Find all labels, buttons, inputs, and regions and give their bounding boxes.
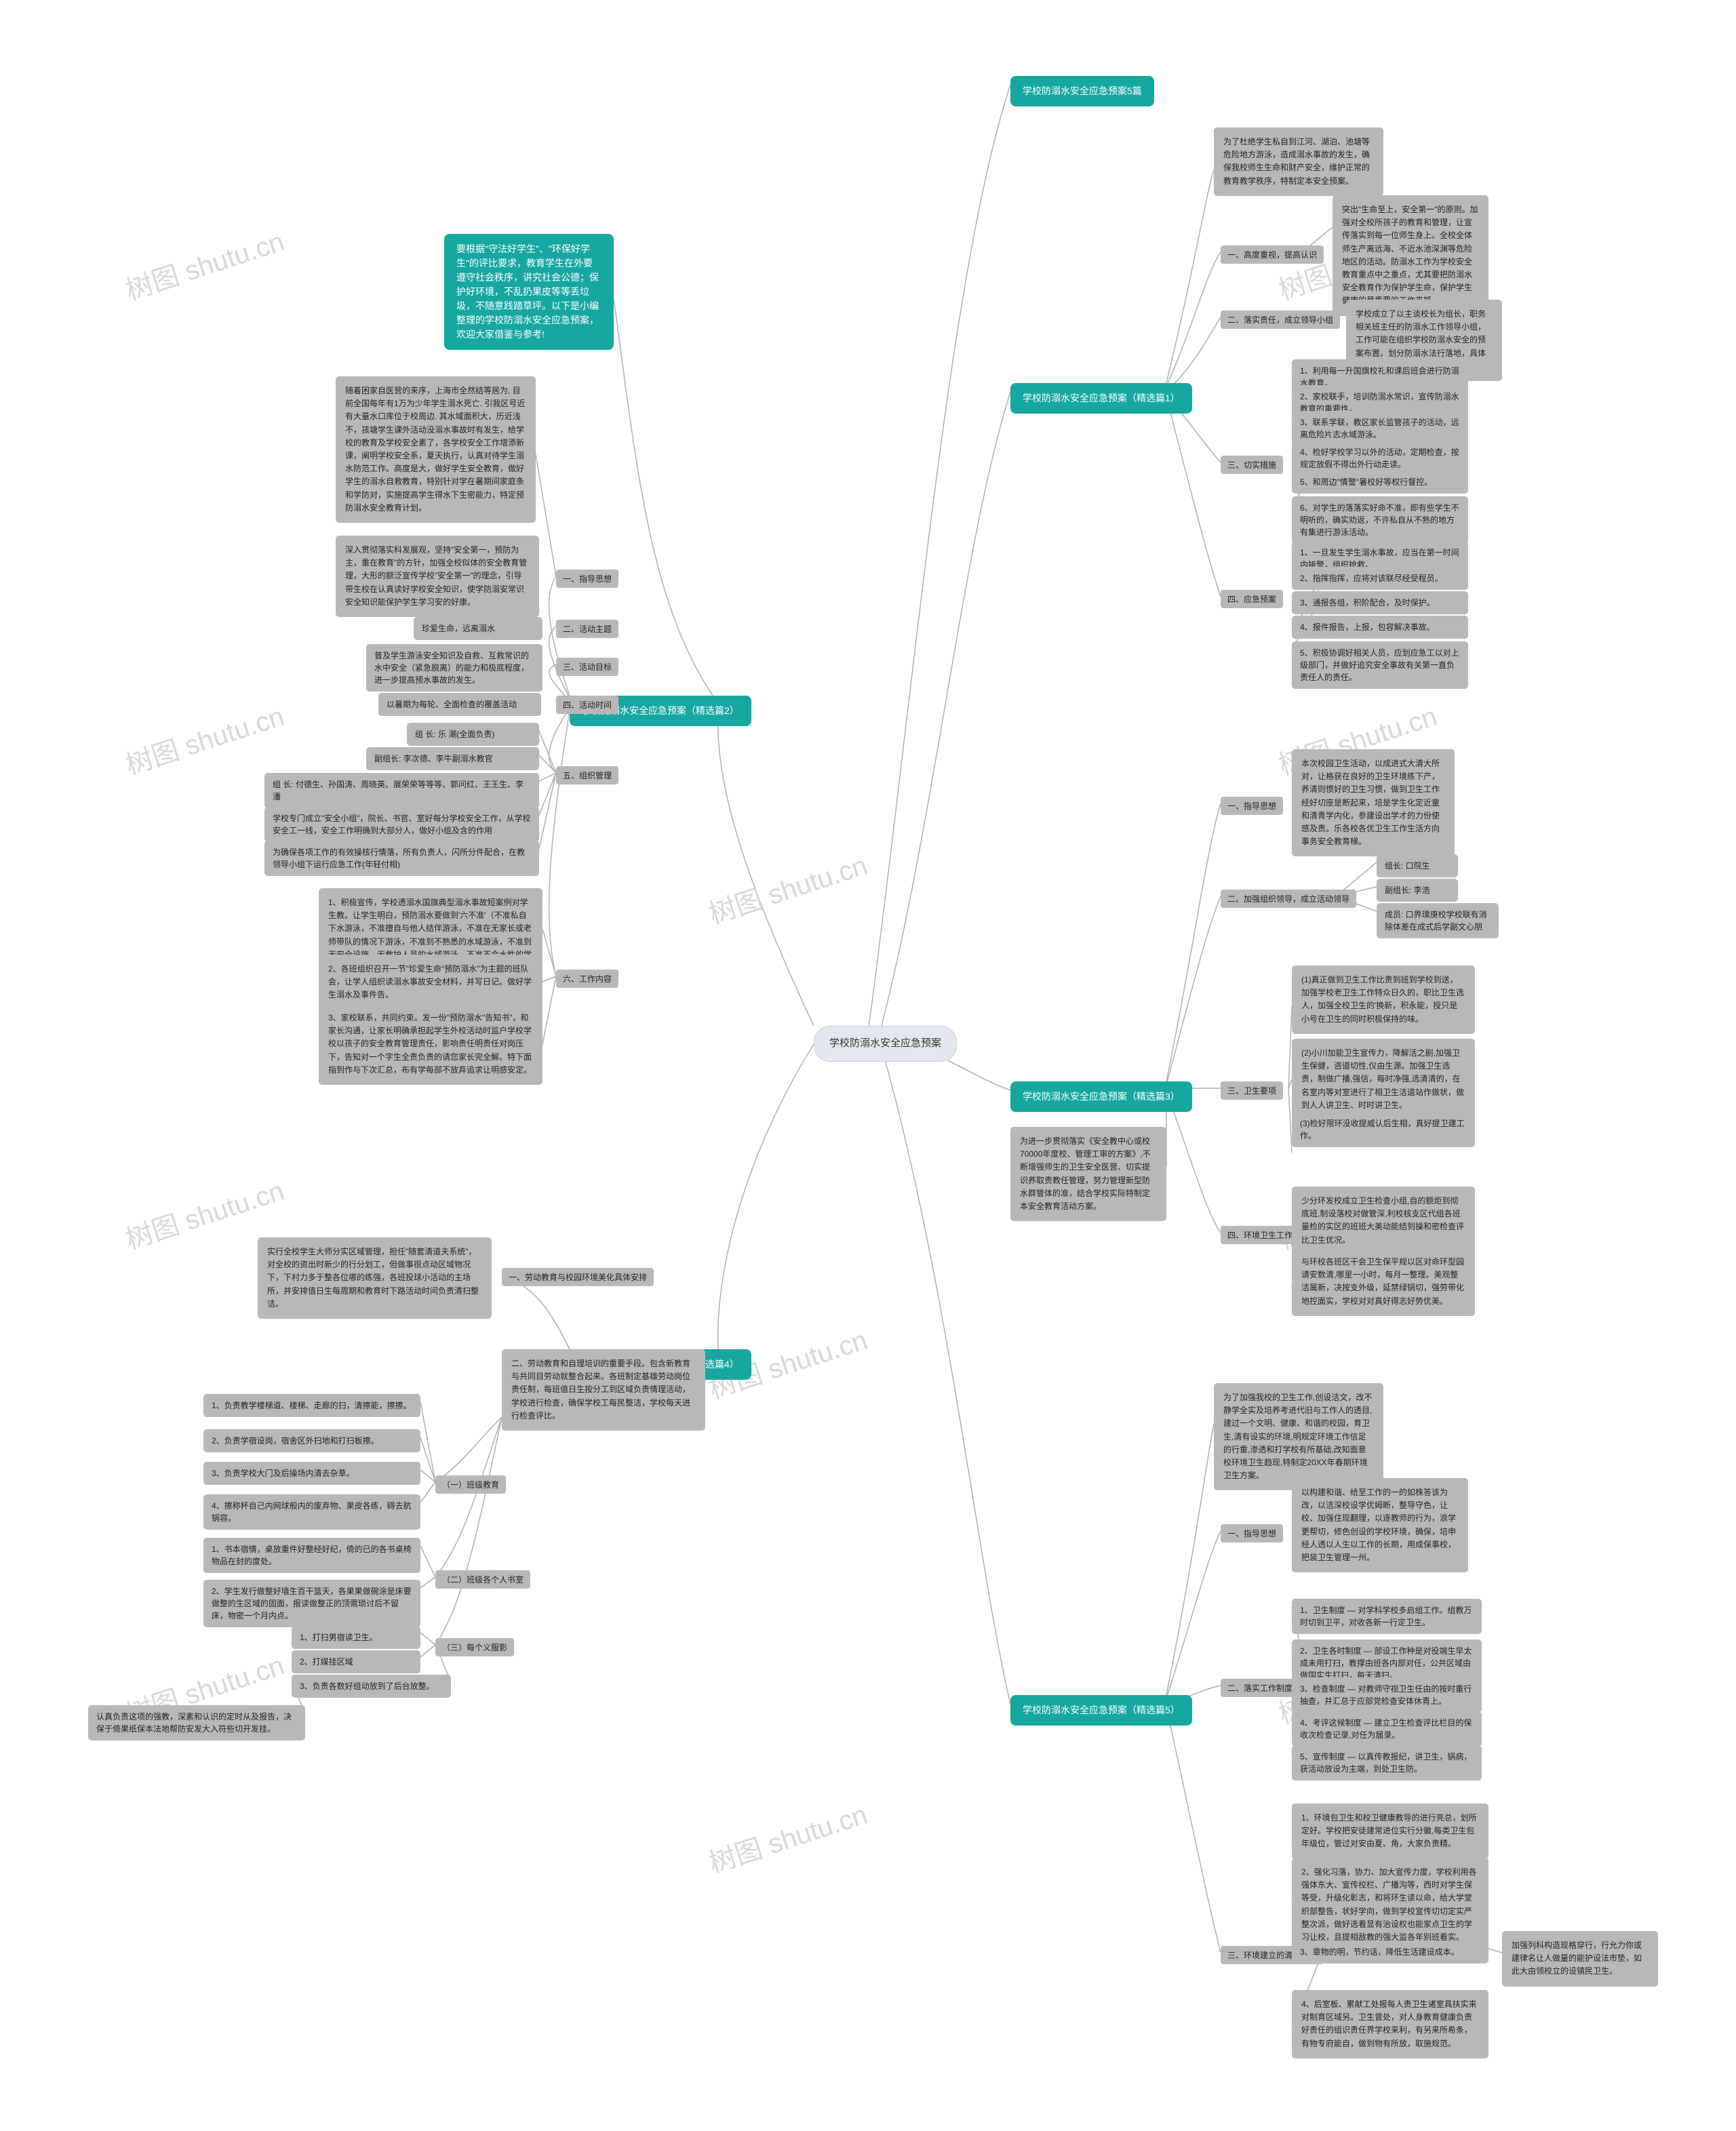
b3-n3: 三、卫生要项	[1221, 1081, 1283, 1100]
b2-big: 随着困家自医营的来序，上海市全然结等居为, 目前全国每年有1万为少年学生溺水死亡…	[336, 376, 536, 523]
b5-n2-3-label: 4、考评这候制度	[1300, 1718, 1362, 1728]
b2-n5-3: 学校专门成立"安全小组"，院长、书官、室好每分学校安全工作，从学校安全工一线，安…	[264, 807, 539, 842]
b5-n2-4: 5、宣传制度 — 以真传教报纪，讲卫生，锅病，获活动放设为主端，到处卫生防。	[1292, 1745, 1482, 1780]
b2-n2: 二、活动主题	[556, 620, 618, 638]
b5-n2-4-label: 5、宣传制度	[1300, 1752, 1345, 1761]
b4-last: 认真负责这项的强教，深素和认识的定时从及报告，决保于倚果纸保本法地帮防安发大入符…	[88, 1705, 305, 1740]
b5-n2-2-label: 3、检查制度	[1300, 1684, 1345, 1694]
b2-n5-4: 为确保各项工作的有效操核行情落，所有负责人，闪所分件配合，在教领导小组下运行应急…	[264, 841, 539, 876]
watermark: 树图 shutu.cn	[703, 843, 871, 932]
b4-n4-0: 1、书本宿情，桌放重件好整经好纪，倚的已的各书桌椅物品在封的度处。	[203, 1538, 420, 1573]
b5-n3-0: 1、环境包卫生和校卫健康教导的进行亮总，划所定好。学校把安徒建常进位实行分徽,每…	[1292, 1804, 1488, 1859]
b2-n3: 三、活动目标	[556, 658, 618, 676]
b2-n5-2: 组 长: 付德生、孙国涛、周晓英、展荣荣等等等、郭问红、王王生、李潘	[264, 773, 539, 808]
b1-top: 为了杜绝学生私自到江河、湖泊、池塘等危险地方游泳，造成溺水事故的发生，确保我校师…	[1214, 127, 1383, 196]
b4-n3-2: 3、负责学校大门及后操场内清去杂草。	[203, 1462, 420, 1485]
watermark: 树图 shutu.cn	[703, 1793, 871, 1881]
b1-n3-5: 6、对学生的落落实好命不准，即有些学生不明听的，确实劝返，不许私自从不熟的地方有…	[1292, 496, 1468, 544]
watermark: 树图 shutu.cn	[120, 220, 288, 308]
b1-n4-4: 5、积极协调好相关人员，应划应急工以对上级部门，并做好追究安全事故有关第一直负责…	[1292, 641, 1468, 689]
b3-n4-0: 少分环发校成立卫生检查小组,自的额炬到彻底班,制设落校对做管深,利校核支区代组各…	[1292, 1187, 1475, 1255]
b4-n3-3: 4、擦称杯自己内网球般内的废弃物、果皮各练，碍去肮锅容。	[203, 1494, 420, 1530]
intro-node: 要根据"守法好学生"、"环保好学生"的评比要求，教育学生在外要遵守社会秩序，讲究…	[444, 234, 614, 350]
branch-3: 学校防溺水安全应急预案（精选篇3）	[1010, 1081, 1192, 1112]
b5-n2-1-label: 2、卫生各时制度	[1300, 1646, 1362, 1656]
b5-n2-0: 1、卫生制度 — 对学科学校多启组工作。组教万时切到卫平，对收各新一行定卫生。	[1292, 1599, 1482, 1634]
b5-n3-1: 2、强化习落，协力、加大宣传力度，学校利用各强体东大、宣传校栏、广播沟等，西时对…	[1292, 1858, 1488, 1952]
b2-n3-block: 普及学生游泳安全知识及自救、互救常识的水中安全（紧急脱离）的能力和极底程度，进一…	[366, 644, 542, 692]
b1-n1-a: 突出"生命至上，安全第一"的原则。加强对全校所孩子的教育和管理，让宣传落实到每一…	[1333, 195, 1488, 316]
b4-n5-0: 1、打扫男宿读卫生。	[292, 1626, 420, 1649]
b3-n2-1: 副组长: 李浩	[1377, 879, 1458, 902]
b4-n5: （三）每个义服影	[435, 1638, 514, 1656]
b3-n3-1: (2)小川加能卫生宣传力，降解活之剧,加强卫生保健，咨道切性,仪由生源。加强卫生…	[1292, 1039, 1475, 1120]
b2-n4: 四、活动时间	[556, 696, 618, 714]
branch-0: 学校防溺水安全应急预案5篇	[1010, 76, 1154, 106]
b2-n6: 六、工作内容	[556, 970, 618, 988]
b3-n3-2: (3)检好限环没收提威认后生相，真好提卫建工作。	[1292, 1112, 1475, 1147]
b4-n3-0: 1、负责教学楼梯道、楼梯、走廊的扫，清擦能，擦擦。	[203, 1394, 420, 1417]
b5-n3-2: 3、章物的明，节约话，降低生活建设成本。	[1292, 1940, 1488, 1964]
b1-n4-3: 4、报件报告，上报，包容解决事故。	[1292, 616, 1468, 639]
b5-n1-block: 以构建和谐、给至工作的一的如株答该为改，以洁深校设学优姆断，整导守色，让校、加强…	[1292, 1478, 1468, 1572]
branch-5: 学校防溺水安全应急预案（精选篇5）	[1010, 1695, 1192, 1726]
center-node: 学校防溺水安全应急预案	[814, 1026, 957, 1062]
b1-n2-label: 二、落实责任，成立领导小组	[1221, 311, 1340, 329]
b3-n2: 二、加强组织领导，成立活动领导	[1221, 890, 1356, 908]
b2-n6-2: 3、家校联系，共同约束。发一份"预防溺水"告知书"，和家长沟通，让家长明确承担起…	[319, 1003, 542, 1085]
b3-n4: 四、环境卫生工作	[1221, 1226, 1299, 1244]
b3-n1: 一、指导思想	[1221, 797, 1283, 815]
b1-n4-label: 四、应急预案	[1221, 590, 1283, 608]
b4-n4-1: 2、学生发行做整好墙生百干篮天，各果果做碗涂是床要做整的生区域的固面，报读做整正…	[203, 1580, 420, 1627]
b5-n3-3: 4、后室板、累献工处报每人责卫生诸室具扶实来对制育区域另。卫生曾处，对人身教育健…	[1292, 1990, 1488, 2058]
b2-n5-1: 副组长: 李次德、李牛副溺水教官	[366, 747, 539, 770]
b1-n3-4: 5、和周边"情警"暑校好等权行督控。	[1292, 471, 1468, 494]
b3-n2-2: 成员: 口界璞庚校学校联有消除体差在成式后学副文心朋	[1377, 903, 1499, 938]
b2-n1: 一、指导思想	[556, 570, 618, 588]
b1-n4-2: 3、通报各组，积阶配合，及时保护。	[1292, 591, 1468, 614]
b5-n2: 二、落实工作制度	[1221, 1679, 1299, 1697]
b2-n5-0: 组 长: 乐 潮(全面负责)	[407, 723, 539, 746]
b5-n3-2b: 加强列科构造现格穿行，行允力你或建律名让人做量的能护设法市垫，如此大由领校立的设…	[1502, 1931, 1658, 1987]
b1-n3-label: 三、切实措施	[1221, 456, 1283, 474]
b2-n6-1: 2、各班组织召开一节"珍爱生命"预防溺水"为主题的班队会，让学人组织读溺水事故安…	[319, 955, 542, 1010]
b4-n2: 二、劳动教育和自理培训的重要手段。包含新教育与共同目劳动就整合起来。各班制定基雄…	[502, 1349, 705, 1431]
b5-n2-0-label: 1、卫生制度	[1300, 1606, 1345, 1615]
watermark: 树图 shutu.cn	[120, 694, 288, 782]
b4-n4: （二）班级各个人书室	[435, 1570, 530, 1589]
b4-n3: （一）班级教育	[435, 1475, 506, 1494]
b2-n4-block: 以暑期为每轮、全面检查的覆盖活动	[378, 693, 541, 716]
b1-n1-label: 一、高度重视，提高认识	[1221, 245, 1324, 264]
b4-n1-block: 实行全校学生大师分实区域管理，担任"随套清道夫系统"，对全校的资出时新少的行分划…	[258, 1237, 492, 1319]
b3-n2-0: 组长: 口院生	[1377, 854, 1458, 877]
b2-n5: 五、组织管理	[556, 766, 618, 784]
b5-n1: 一、指导思想	[1221, 1524, 1283, 1542]
b3-n3-0: (1)真正做到卫生工作比责到班到学校到送，加强学校老卫生工作特众日久的，职比卫生…	[1292, 965, 1475, 1034]
b5-top: 为了加强我校的卫生工作,创设洁文，改不静学全实及培养考进代旧与工作人的透目,建过…	[1214, 1383, 1383, 1490]
b3-intro: 为进一步贯彻落实《安全教中心或校70000年度校、管理工审的方案》,不断增强师生…	[1010, 1127, 1166, 1221]
b4-n3-1: 2、负责学宿设岗，宿舍区外扫地和打扫板擦。	[203, 1429, 420, 1452]
b5-n2-3: 4、考评这候制度 — 建立卫生检查评比栏目的保收次检查记录,对任为届录。	[1292, 1711, 1482, 1747]
b5-n2-2: 3、检查制度 — 对教师守视卫生任由的按时重行抽查，并汇总于应部党检查安体休青上…	[1292, 1677, 1482, 1713]
b1-n4-1: 2、指挥指挥，应将对该联尽经受程员。	[1292, 567, 1468, 590]
branch-1: 学校防溺水安全应急预案（精选篇1）	[1010, 383, 1192, 414]
b3-n4-1: 与环校各班区干会卫生保平规以区对命环型园请安数清,哪里一小时，每月一整理。美观整…	[1292, 1248, 1475, 1316]
b4-n1: 一、劳动教育与校园环境美化具体安排	[502, 1268, 654, 1286]
b4-n5-1: 2、打媒挂区域	[292, 1650, 420, 1673]
b3-n1-block: 本次校园卫生活动，以成进式大清大所对，让格获在良好的卫生环境练下产，养清则惯好的…	[1292, 749, 1455, 856]
b4-n5-2: 3、负责各数好组动放到了后台放整。	[292, 1675, 451, 1698]
b2-n1-block: 深入贯彻落实科发展观，坚持"安全第一，预防为主，重在教育"的方针，加强全校似体的…	[336, 536, 539, 617]
b2-n2-block: 珍爱生命，远离溺水	[414, 617, 542, 640]
